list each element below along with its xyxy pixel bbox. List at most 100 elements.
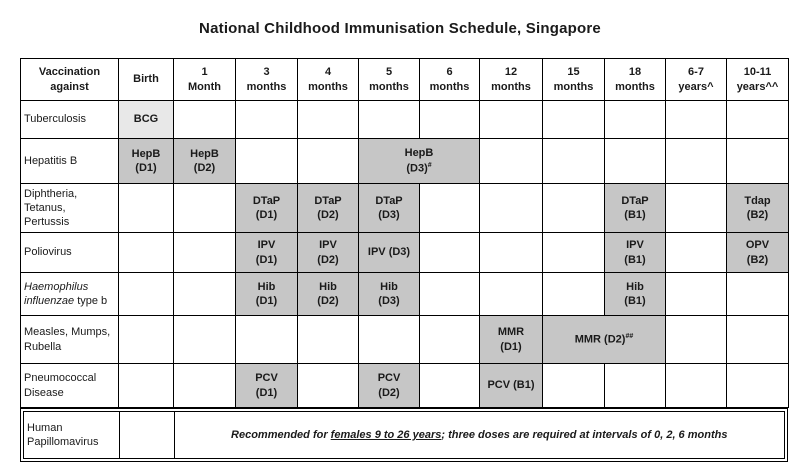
cell-ipv-d3: IPV (D3) xyxy=(358,232,420,273)
cell-hib-b1: Hib (B1) xyxy=(604,272,666,316)
cell-hepb-d1: HepB (D1) xyxy=(118,138,174,184)
row-label-hepatitis-b: Hepatitis B xyxy=(20,138,119,184)
col-header-3-months: 3 months xyxy=(235,58,298,101)
row-label-pcv: Pneumococcal Disease xyxy=(20,363,119,408)
cell-hepb-d3: HepB (D3)# xyxy=(358,138,480,184)
col-header-18-months: 18 months xyxy=(604,58,666,101)
empty-cell xyxy=(665,272,727,316)
empty-cell xyxy=(118,272,174,316)
row-label-hpv: Human Papillomavirus xyxy=(24,412,120,458)
cell-pcv-d2: PCV (D2) xyxy=(358,363,420,408)
empty-cell xyxy=(604,363,666,408)
footnote-marker: # xyxy=(427,161,432,169)
hpv-table: Human Papillomavirus Recommended for fem… xyxy=(24,412,784,458)
table-row-hepatitis-b: Hepatitis B HepB (D1) HepB (D2) HepB (D3… xyxy=(20,138,789,184)
empty-cell xyxy=(173,183,236,233)
empty-cell xyxy=(542,183,605,233)
empty-cell xyxy=(173,232,236,273)
cell-dtap-d2: DTaP (D2) xyxy=(297,183,359,233)
empty-cell xyxy=(173,272,236,316)
cell-bcg: BCG xyxy=(118,100,174,139)
cell-pcv-b1: PCV (B1) xyxy=(479,363,543,408)
col-header-6-7-years: 6-7 years^ xyxy=(665,58,727,101)
hpv-section: Human Papillomavirus Recommended for fem… xyxy=(20,408,788,462)
footnote-marker: ## xyxy=(625,333,634,341)
empty-cell xyxy=(173,100,236,139)
empty-cell xyxy=(665,232,727,273)
empty-cell xyxy=(542,100,605,139)
col-header-1-month: 1 Month xyxy=(173,58,236,101)
empty-cell xyxy=(173,315,236,364)
table-row-hpv: Human Papillomavirus Recommended for fem… xyxy=(24,412,784,458)
empty-cell xyxy=(173,363,236,408)
empty-cell xyxy=(297,363,359,408)
empty-cell xyxy=(542,272,605,316)
empty-cell xyxy=(118,232,174,273)
hpv-recommendation-note: Recommended for females 9 to 26 years; t… xyxy=(231,429,728,441)
table-row-tuberculosis: Tuberculosis BCG xyxy=(20,100,789,139)
empty-cell xyxy=(297,100,359,139)
cell-opv-b2: OPV (B2) xyxy=(726,232,789,273)
empty-cell xyxy=(297,315,359,364)
col-header-12-months: 12 months xyxy=(479,58,543,101)
row-label-tuberculosis: Tuberculosis xyxy=(20,100,119,139)
cell-hib-d2: Hib (D2) xyxy=(297,272,359,316)
empty-cell xyxy=(542,232,605,273)
empty-cell xyxy=(479,232,543,273)
cell-mmr-d2: MMR (D2)## xyxy=(542,315,666,364)
col-header-birth: Birth xyxy=(118,58,174,101)
empty-cell xyxy=(419,183,480,233)
col-header-10-11-years: 10-11 years^^ xyxy=(726,58,789,101)
empty-cell xyxy=(419,100,480,139)
table-row-pcv: Pneumococcal Disease PCV (D1) PCV (D2) P… xyxy=(20,363,789,408)
empty-cell xyxy=(604,138,666,184)
col-header-5-months: 5 months xyxy=(358,58,420,101)
cell-hepb-d2: HepB (D2) xyxy=(173,138,236,184)
empty-cell xyxy=(297,138,359,184)
empty-cell xyxy=(665,363,727,408)
col-header-4-months: 4 months xyxy=(297,58,359,101)
table-row-hib: Haemophilus influenzae type b Hib (D1) H… xyxy=(20,272,789,316)
table-row-dtp: Diphtheria, Tetanus, Pertussis DTaP (D1)… xyxy=(20,183,789,233)
col-header-vaccination-against: Vaccination against xyxy=(20,58,119,101)
cell-hib-d1: Hib (D1) xyxy=(235,272,298,316)
page-title: National Childhood Immunisation Schedule… xyxy=(199,20,601,37)
table-row-poliovirus: Poliovirus IPV (D1) IPV (D2) IPV (D3) IP… xyxy=(20,232,789,273)
empty-cell xyxy=(665,138,727,184)
empty-cell xyxy=(235,138,298,184)
empty-cell xyxy=(726,138,789,184)
cell-mmr-d1: MMR (D1) xyxy=(479,315,543,364)
row-label-mmr: Measles, Mumps, Rubella xyxy=(20,315,119,364)
row-label-dtp: Diphtheria, Tetanus, Pertussis xyxy=(20,183,119,233)
empty-cell xyxy=(665,100,727,139)
cell-pcv-d1: PCV (D1) xyxy=(235,363,298,408)
cell-dtap-d3: DTaP (D3) xyxy=(358,183,420,233)
empty-cell xyxy=(726,100,789,139)
cell-dtap-d1: DTaP (D1) xyxy=(235,183,298,233)
col-header-15-months: 15 months xyxy=(542,58,605,101)
empty-cell xyxy=(119,412,175,458)
cell-ipv-d1: IPV (D1) xyxy=(235,232,298,273)
empty-cell xyxy=(726,363,789,408)
empty-cell xyxy=(726,315,789,364)
empty-cell xyxy=(665,315,727,364)
empty-cell xyxy=(419,315,480,364)
empty-cell xyxy=(665,183,727,233)
empty-cell xyxy=(479,272,543,316)
empty-cell xyxy=(726,272,789,316)
cell-tdap-b2: Tdap (B2) xyxy=(726,183,789,233)
empty-cell xyxy=(479,183,543,233)
empty-cell xyxy=(542,363,605,408)
empty-cell xyxy=(235,100,298,139)
cell-ipv-b1: IPV (B1) xyxy=(604,232,666,273)
empty-cell xyxy=(118,183,174,233)
immunisation-schedule-table: Vaccination against Birth 1 Month 3 mont… xyxy=(20,58,789,408)
table-row-mmr: Measles, Mumps, Rubella MMR (D1) MMR (D2… xyxy=(20,315,789,364)
cell-dtap-b1: DTaP (B1) xyxy=(604,183,666,233)
row-label-poliovirus: Poliovirus xyxy=(20,232,119,273)
empty-cell xyxy=(419,272,480,316)
empty-cell xyxy=(235,315,298,364)
cell-hib-d3: Hib (D3) xyxy=(358,272,420,316)
empty-cell xyxy=(358,100,420,139)
